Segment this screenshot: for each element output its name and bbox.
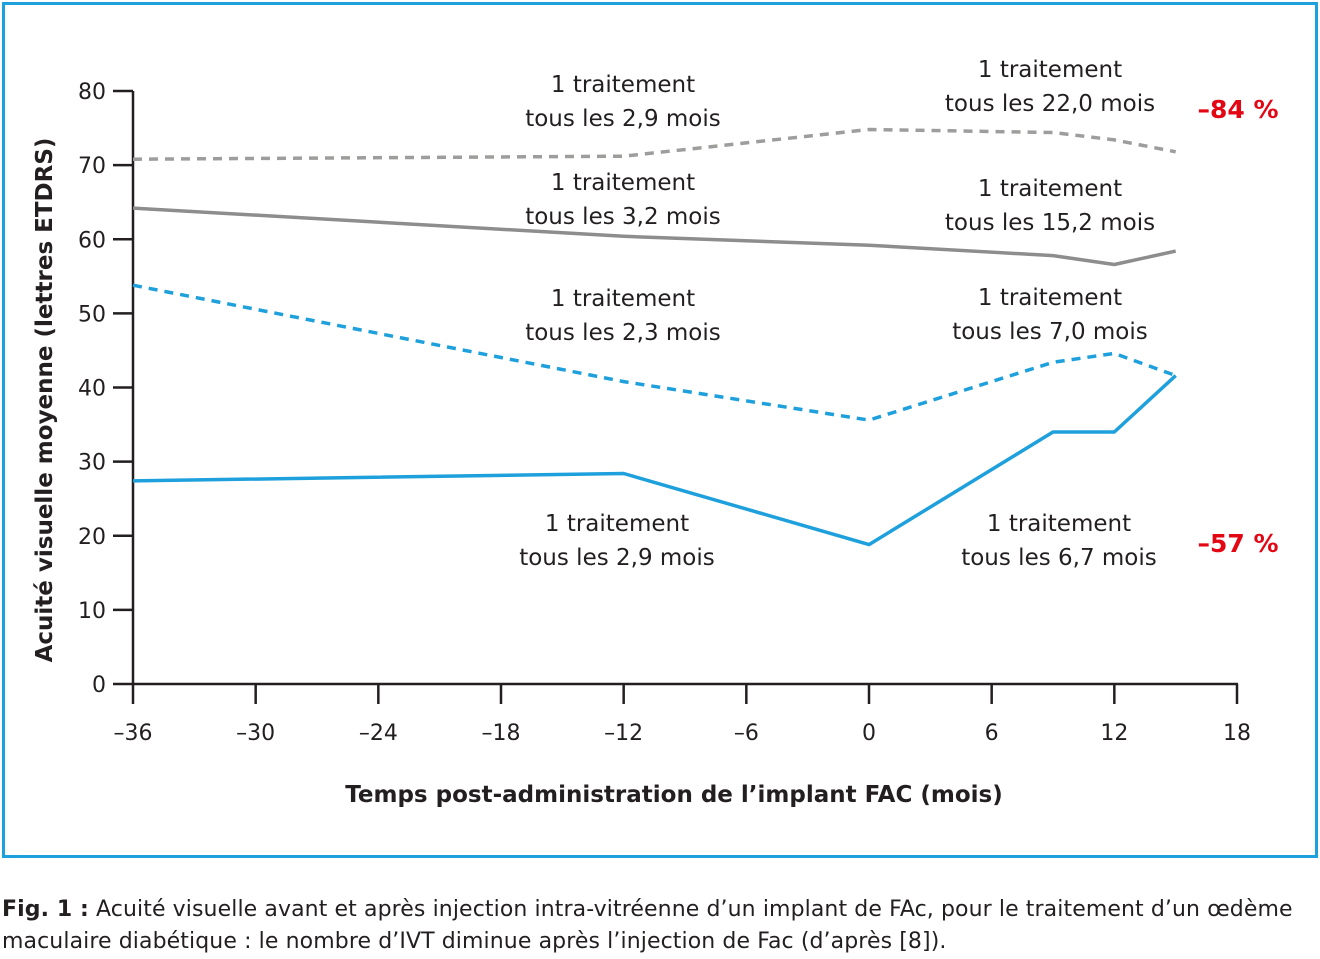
chart-series <box>132 127 1177 547</box>
y-axis-label: Acuité visuelle moyenne (lettres ETDRS) <box>32 138 58 663</box>
figure-caption: Fig. 1 : Acuité visuelle avant et après … <box>2 894 1318 958</box>
line-chart: 0 10 20 30 40 50 60 70 80 –36 –30 –24 –18 –12 –6 0 6 12 18… <box>32 57 1279 808</box>
treatment-annotation: 1 traitement tous les 2,3 mois <box>525 286 721 346</box>
x-axis-label: Temps post-administration de l’implant F… <box>345 782 1002 808</box>
x-tick-label: 6 <box>985 721 999 746</box>
x-tick-label: –24 <box>359 721 398 746</box>
x-tick-label: –6 <box>734 721 759 746</box>
treatment-annotation: 1 traitement tous les 7,0 mois <box>952 285 1148 345</box>
axis-ticks: 0 10 20 30 40 50 60 70 80 –36 –30 –24 –18 –12 –6 0 6 12 18 <box>78 80 1251 746</box>
series-line-1 <box>132 127 1177 161</box>
y-tick-label: 40 <box>78 377 106 402</box>
y-tick-label: 70 <box>78 154 106 179</box>
x-tick-label: 18 <box>1223 721 1251 746</box>
reduction-label: –57 % <box>1197 529 1278 558</box>
x-tick-label: –36 <box>114 721 153 746</box>
figure-frame <box>2 2 1318 858</box>
treatment-annotation: 1 traitement tous les 3,2 mois <box>525 170 721 230</box>
treatment-annotation: 1 traitement tous les 2,9 mois <box>519 511 715 571</box>
x-tick-label: 0 <box>862 721 876 746</box>
y-tick-label: 10 <box>78 599 106 624</box>
y-tick-label: 20 <box>78 525 106 550</box>
x-tick-label: –18 <box>482 721 521 746</box>
reduction-label: –84 % <box>1197 95 1278 124</box>
treatment-annotation: 1 traitement tous les 6,7 mois <box>961 511 1157 571</box>
treatment-annotation: 1 traitement tous les 15,2 mois <box>945 176 1155 236</box>
caption-label: Fig. 1 : <box>2 897 89 922</box>
caption-text: Acuité visuelle avant et après injection… <box>2 897 1293 954</box>
treatment-annotation: 1 traitement tous les 2,9 mois <box>525 72 721 132</box>
treatment-annotation: 1 traitement tous les 22,0 mois <box>945 57 1155 117</box>
x-tick-label: –30 <box>236 721 275 746</box>
x-tick-label: –12 <box>604 721 643 746</box>
x-tick-label: 12 <box>1100 721 1128 746</box>
y-tick-label: 50 <box>78 302 106 327</box>
y-tick-label: 60 <box>78 228 106 253</box>
series-line-4 <box>132 374 1177 547</box>
y-tick-label: 80 <box>78 80 106 105</box>
y-tick-label: 30 <box>78 451 106 476</box>
series-line-3 <box>132 283 1177 422</box>
chart-annotations: 1 traitement tous les 2,9 mois 1 traitemen… <box>519 57 1278 571</box>
series-line-2 <box>132 206 1177 267</box>
y-tick-label: 0 <box>92 673 106 698</box>
